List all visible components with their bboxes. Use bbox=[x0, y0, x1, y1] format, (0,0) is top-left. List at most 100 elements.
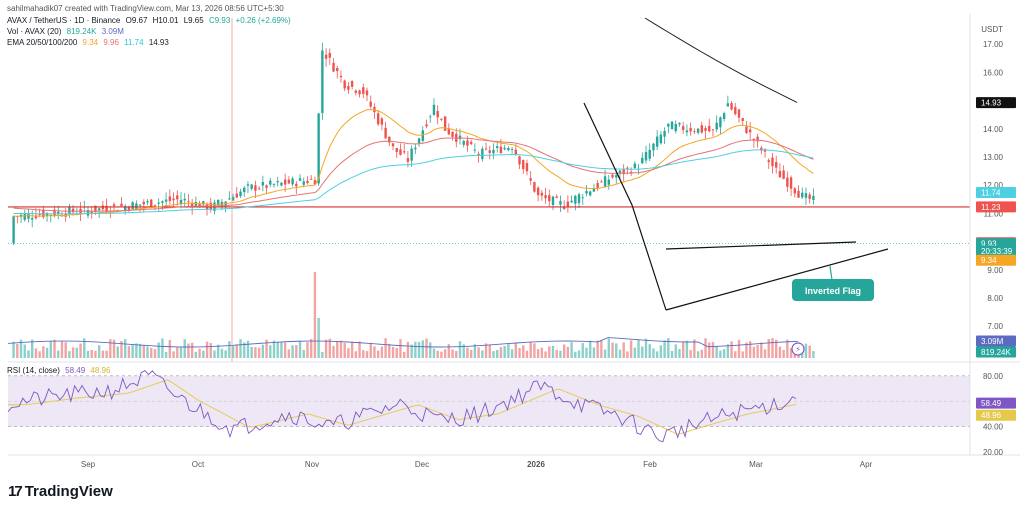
candle bbox=[321, 50, 324, 114]
volume-bar bbox=[577, 350, 581, 358]
candle bbox=[280, 182, 283, 186]
volume-bar bbox=[488, 344, 491, 358]
volume-bar bbox=[462, 344, 465, 358]
change-value: +0.26 (+2.69%) bbox=[235, 16, 291, 25]
volume-bar bbox=[782, 350, 785, 358]
lightning-glyph: ⚡ bbox=[795, 345, 801, 354]
volume-bar bbox=[425, 338, 428, 358]
time-tick-label: Feb bbox=[643, 460, 657, 469]
volume-bar bbox=[715, 346, 718, 358]
candle bbox=[685, 130, 689, 133]
volume-bar bbox=[492, 351, 495, 358]
tradingview-logo-icon: 17 bbox=[8, 483, 23, 500]
rsi-ma-value: 48.96 bbox=[90, 366, 111, 375]
volume-legend[interactable]: Vol · AVAX (20) 819.24K 3.09M bbox=[7, 27, 127, 36]
rsi-ma-line bbox=[8, 379, 797, 435]
candle bbox=[771, 157, 774, 167]
volume-bar bbox=[804, 343, 808, 358]
rsi-legend[interactable]: RSI (14, close) 58.49 48.96 bbox=[7, 366, 113, 375]
candle bbox=[496, 146, 499, 148]
candle bbox=[45, 213, 49, 216]
price-badge-label: 11.23 bbox=[981, 203, 1001, 212]
volume-bar bbox=[730, 341, 733, 358]
candle bbox=[652, 143, 655, 151]
volume-bar bbox=[254, 347, 257, 358]
candle bbox=[734, 107, 737, 115]
ema200-value: 14.93 bbox=[148, 38, 169, 47]
annotation-pointer bbox=[829, 265, 833, 281]
volume-bar bbox=[213, 350, 216, 358]
volume-bar bbox=[756, 344, 759, 358]
candle bbox=[615, 175, 618, 178]
price-badge-label: 11.74 bbox=[981, 189, 1001, 198]
price-tick-label: 13.00 bbox=[983, 153, 1004, 162]
volume-bar bbox=[812, 351, 815, 358]
symbol-title: AVAX / TetherUS · 1D · Binance bbox=[7, 16, 121, 25]
candle bbox=[741, 118, 744, 121]
volume-bar bbox=[347, 348, 350, 358]
candle bbox=[217, 199, 220, 206]
price-badge bbox=[976, 97, 1016, 109]
candle bbox=[693, 131, 696, 133]
candle bbox=[179, 199, 183, 204]
candle bbox=[462, 140, 465, 145]
ema-legend[interactable]: EMA 20/50/100/200 9.34 9.96 11.74 14.93 bbox=[7, 38, 172, 47]
candle bbox=[150, 199, 153, 208]
volume-bar bbox=[510, 349, 514, 358]
candle bbox=[589, 191, 592, 196]
open-value: O9.67 bbox=[125, 16, 148, 25]
candle bbox=[376, 113, 380, 125]
volume-bar bbox=[663, 340, 666, 358]
volume-bar bbox=[168, 339, 172, 358]
volume-bar bbox=[544, 351, 547, 358]
volume-bar bbox=[190, 342, 194, 358]
volume-bar bbox=[250, 347, 253, 358]
time-tick-label: Mar bbox=[749, 460, 763, 469]
volume-bar bbox=[548, 346, 551, 358]
volume-bar bbox=[138, 343, 142, 358]
volume-bar bbox=[362, 350, 365, 358]
volume-bar bbox=[499, 347, 503, 358]
volume-bar bbox=[659, 345, 663, 358]
candle bbox=[71, 208, 75, 213]
candle bbox=[283, 179, 287, 185]
volume-bar bbox=[176, 347, 179, 358]
tradingview-logo[interactable]: 17 TradingView bbox=[8, 483, 113, 500]
volume-bar bbox=[142, 344, 145, 358]
volume-bar bbox=[161, 338, 164, 358]
volume-bar bbox=[380, 346, 384, 358]
volume-bar bbox=[403, 351, 406, 358]
volume-bar bbox=[295, 345, 298, 358]
candle bbox=[793, 188, 796, 194]
candle bbox=[384, 127, 387, 139]
rsi-badge-label: 48.96 bbox=[981, 411, 1002, 420]
candle bbox=[510, 149, 514, 150]
price-badge bbox=[976, 187, 1016, 199]
volume-bar bbox=[466, 347, 469, 358]
volume-bar bbox=[496, 349, 499, 358]
volume-bar bbox=[313, 272, 317, 358]
volume-bar bbox=[105, 350, 108, 358]
candle bbox=[447, 128, 451, 135]
volume-bar bbox=[786, 339, 789, 358]
candle bbox=[23, 213, 26, 220]
volume-bar bbox=[224, 350, 227, 358]
volume-bar bbox=[38, 351, 41, 358]
candle bbox=[276, 181, 279, 183]
volume-bar bbox=[164, 351, 168, 358]
volume-bar bbox=[343, 342, 346, 358]
time-tick-label: Apr bbox=[860, 460, 873, 469]
candle bbox=[555, 196, 558, 198]
volume-bar bbox=[596, 340, 599, 358]
candle bbox=[86, 210, 90, 216]
candle bbox=[198, 203, 201, 208]
ema-label: EMA 20/50/100/200 bbox=[7, 38, 78, 47]
symbol-legend[interactable]: AVAX / TetherUS · 1D · Binance O9.67 H10… bbox=[7, 16, 294, 25]
volume-bar bbox=[801, 351, 804, 358]
volume-bar bbox=[16, 343, 19, 358]
candle bbox=[231, 196, 235, 201]
volume-bar bbox=[339, 340, 343, 358]
candle bbox=[544, 195, 547, 199]
candle bbox=[540, 192, 544, 196]
